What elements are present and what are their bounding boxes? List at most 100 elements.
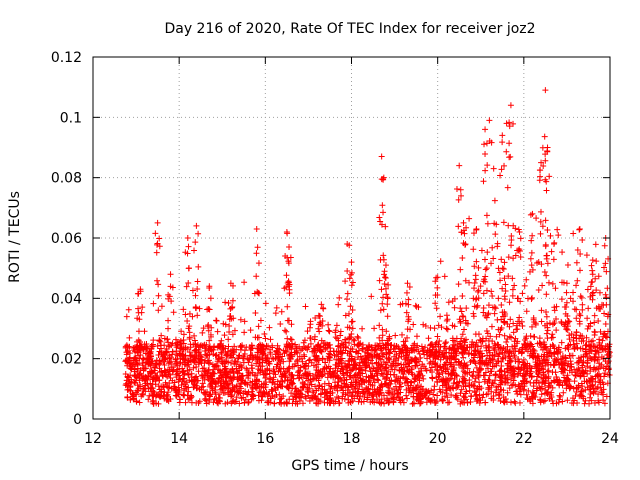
data-point [338,365,345,372]
data-point [599,337,606,344]
data-point [563,289,570,296]
data-point [216,343,223,350]
data-point [351,341,358,348]
data-point [401,356,408,363]
data-point [547,232,554,239]
data-point [488,260,495,267]
data-point [163,348,170,355]
data-point [517,254,524,261]
data-point [180,356,187,363]
data-point [497,381,504,388]
data-point [201,396,208,403]
data-point [559,366,566,373]
data-point [603,268,610,275]
data-point [588,262,595,269]
data-point [348,331,355,338]
data-point-peak [378,153,385,160]
data-point [505,369,512,376]
data-point [435,322,442,329]
data-point [174,352,181,359]
data-point [529,294,536,301]
data-point [294,350,301,357]
data-point [481,141,488,148]
data-point [595,397,602,404]
data-point [186,310,193,317]
data-point [434,379,441,386]
data-point [378,286,385,293]
data-point [429,341,436,348]
data-point [226,316,233,323]
data-point [285,258,292,265]
data-point [362,367,369,374]
data-point [236,400,243,407]
data-point [545,373,552,380]
data-point [477,283,484,290]
data-point [191,376,198,383]
data-point [529,395,536,402]
data-point [252,371,259,378]
data-point [538,365,545,372]
data-point [199,380,206,387]
data-point [580,368,587,375]
data-point [183,385,190,392]
data-points [122,87,613,407]
data-point [586,394,593,401]
data-point-peak [286,244,293,251]
data-point [478,247,485,254]
data-point [226,329,233,336]
data-point [514,326,521,333]
data-point [129,391,136,398]
data-point [161,362,168,369]
data-point [423,399,430,406]
data-point [316,382,323,389]
data-point [334,373,341,380]
data-point [553,400,560,407]
data-point [459,293,466,300]
data-point [195,400,202,407]
data-point [324,389,331,396]
data-point [549,331,556,338]
data-point [379,300,386,307]
data-point [458,192,465,199]
data-point [237,379,244,386]
data-point [417,354,424,361]
data-point [334,367,341,374]
data-point [584,359,591,366]
data-point [231,343,238,350]
data-point [389,391,396,398]
data-point [446,345,453,352]
data-point [391,378,398,385]
data-point [156,377,163,384]
data-point [524,295,531,302]
data-point [453,392,460,399]
data-point [292,400,299,407]
data-point [160,352,167,359]
data-point [530,380,537,387]
data-point [198,356,205,363]
data-point [544,227,551,234]
data-point [517,298,524,305]
data-point [364,394,371,401]
data-point [156,386,163,393]
data-point [574,400,581,407]
data-point [300,351,307,358]
data-point [546,395,553,402]
data-point [212,390,219,397]
data-point-peak [460,219,467,226]
data-point [541,133,548,140]
data-point [201,390,208,397]
data-point [315,385,322,392]
y-axis-label: ROTI / TECUs [7,191,23,283]
data-point [150,388,157,395]
data-point [480,309,487,316]
data-point [325,342,332,349]
data-point [198,384,205,391]
data-point [352,360,359,367]
data-point [476,372,483,379]
data-point [180,331,187,338]
data-point [307,340,314,347]
data-point [171,379,178,386]
x-tick-label: 20 [429,431,447,447]
data-point [235,389,242,396]
data-point [491,340,498,347]
